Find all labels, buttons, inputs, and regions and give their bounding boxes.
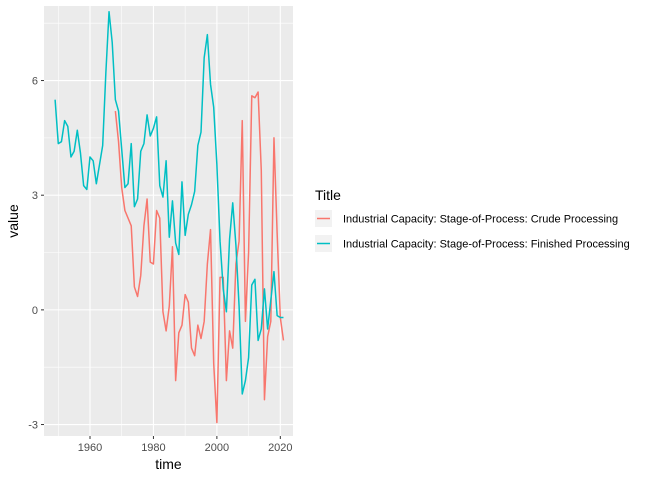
y-tick-label: 3 — [32, 190, 38, 202]
series-line-finished-processing — [54, 10, 284, 395]
series-lines — [54, 10, 285, 424]
legend-label-crude: Industrial Capacity: Stage-of-Process: C… — [343, 214, 618, 226]
x-tick-label: 2020 — [268, 442, 292, 454]
x-tick-label: 2000 — [205, 442, 229, 454]
legend-title: Title — [315, 187, 341, 203]
y-axis-title: value — [5, 204, 21, 238]
legend-item-finished: Industrial Capacity: Stage-of-Process: F… — [315, 235, 630, 252]
x-tick-label: 1960 — [78, 442, 102, 454]
y-tick-label: -3 — [28, 420, 38, 432]
legend-label-finished: Industrial Capacity: Stage-of-Process: F… — [343, 239, 630, 251]
y-tick-label: 0 — [32, 305, 38, 317]
series-line-crude-processing — [114, 91, 285, 424]
x-tick-label: 1980 — [141, 442, 165, 454]
legend-item-crude: Industrial Capacity: Stage-of-Process: C… — [315, 210, 618, 227]
y-tick-label: 6 — [32, 76, 38, 88]
legend: Title Industrial Capacity: Stage-of-Proc… — [315, 187, 630, 252]
x-axis-title: time — [155, 456, 182, 472]
y-axis: -3 0 3 6 — [28, 76, 44, 432]
x-axis: 1960 1980 2000 2020 — [78, 436, 293, 454]
